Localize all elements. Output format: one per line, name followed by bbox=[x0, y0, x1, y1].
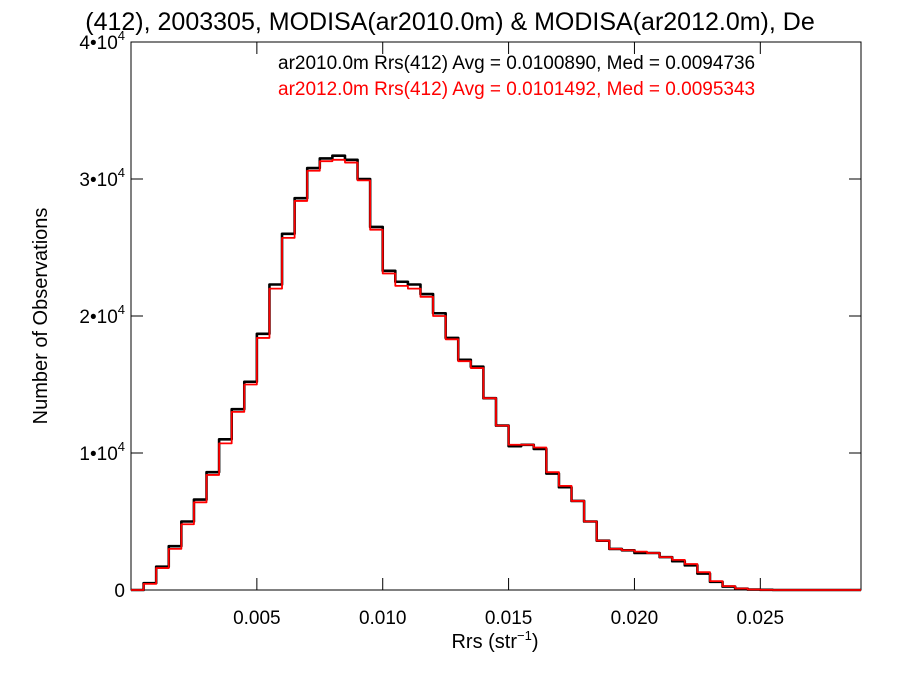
x-axis: 0.005 0.010 0.015 0.020 0.025 bbox=[233, 42, 784, 629]
y-axis: 0 1•104 2•104 3•104 4•104 bbox=[79, 28, 861, 602]
x-tick-label-3: 0.020 bbox=[611, 608, 659, 629]
y-tick-label-4: 4•104 bbox=[79, 28, 125, 54]
x-tick-label-2: 0.015 bbox=[485, 608, 533, 629]
x-axis-label-exponent: −1 bbox=[517, 628, 532, 643]
x-axis-label: Rrs (str−1) bbox=[451, 628, 538, 653]
y-axis-label: Number of Observations bbox=[30, 208, 52, 425]
series-line-1 bbox=[131, 158, 861, 591]
x-tick-label-0: 0.005 bbox=[233, 608, 281, 629]
legend-entry-ar2010: ar2010.0m Rrs(412) Avg = 0.0100890, Med … bbox=[278, 53, 755, 74]
series-line-0 bbox=[131, 154, 861, 592]
y-tick-label-3: 3•104 bbox=[79, 165, 125, 191]
x-tick-label-1: 0.010 bbox=[359, 608, 407, 629]
plot-frame bbox=[130, 41, 862, 591]
series-layer bbox=[131, 154, 861, 592]
x-axis-label-close: ) bbox=[532, 631, 539, 653]
legend-entry-ar2012: ar2012.0m Rrs(412) Avg = 0.0101492, Med … bbox=[278, 79, 755, 100]
x-tick-label-4: 0.025 bbox=[737, 608, 785, 629]
y-tick-label-1: 1•104 bbox=[79, 439, 125, 465]
y-tick-label-2: 2•104 bbox=[79, 302, 125, 328]
y-tick-label-0: 0 bbox=[114, 581, 125, 602]
chart-title: (412), 2003305, MODISA(ar2010.0m) & MODI… bbox=[85, 8, 814, 36]
